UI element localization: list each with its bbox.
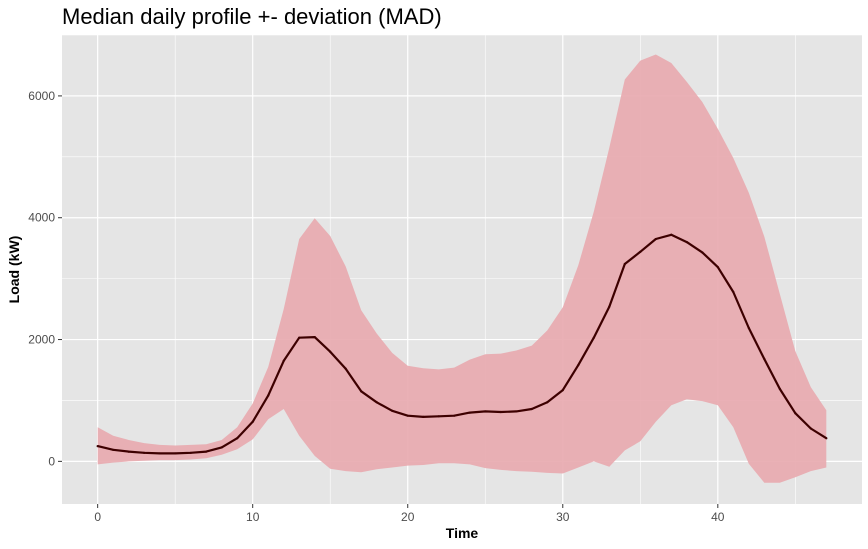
median-point <box>763 357 766 361</box>
y-tick-label: 0 <box>48 454 55 468</box>
median-point <box>329 350 332 353</box>
median-point <box>174 452 177 455</box>
median-point <box>143 451 146 454</box>
median-point <box>406 414 409 417</box>
median-point <box>236 437 239 440</box>
x-tick-label: 10 <box>246 510 260 524</box>
median-point <box>453 414 456 417</box>
median-point <box>313 336 316 339</box>
median-point <box>670 233 673 236</box>
median-point <box>344 367 347 370</box>
median-point <box>778 387 781 390</box>
y-tick-label: 2000 <box>28 333 55 347</box>
median-line <box>97 233 827 455</box>
median-point <box>639 250 642 253</box>
median-point <box>716 265 719 269</box>
median-point <box>468 411 471 414</box>
median-point <box>375 401 378 404</box>
median-point <box>794 412 797 415</box>
median-point <box>189 451 192 454</box>
median-point <box>561 389 564 392</box>
median-point <box>685 240 688 244</box>
median-point <box>732 290 735 294</box>
median-point <box>592 336 595 339</box>
median-point <box>825 437 828 440</box>
median-point <box>267 394 270 397</box>
median-point <box>391 409 394 412</box>
median-point <box>530 407 533 411</box>
median-point <box>127 450 130 453</box>
mad-deviation-band <box>97 54 827 483</box>
median-point <box>220 446 223 449</box>
y-axis-title: Load (kW) <box>6 236 22 304</box>
median-point <box>654 237 657 241</box>
median-point <box>809 427 812 430</box>
y-tick-label: 4000 <box>28 211 55 225</box>
chart-title: Median daily profile +- deviation (MAD) <box>62 4 442 29</box>
median-point <box>747 326 750 330</box>
median-point <box>251 420 254 423</box>
y-axis-ticks: 0 2000 4000 6000 <box>28 89 62 468</box>
y-tick-label: 6000 <box>28 89 55 103</box>
median-point <box>499 410 502 414</box>
median-point <box>623 262 626 266</box>
median-point <box>608 305 611 308</box>
median-point <box>546 401 549 404</box>
median-point <box>484 410 487 413</box>
x-axis-ticks: 0 10 20 30 40 <box>94 504 725 524</box>
median-point <box>158 452 161 455</box>
x-tick-label: 0 <box>94 510 101 524</box>
median-point <box>515 410 518 413</box>
x-tick-label: 20 <box>401 510 415 524</box>
median-point <box>298 336 301 339</box>
x-tick-label: 40 <box>711 510 725 524</box>
median-point <box>437 415 440 418</box>
median-point <box>577 364 580 367</box>
median-point <box>112 448 115 451</box>
median-point <box>96 445 99 448</box>
median-point <box>701 251 704 254</box>
x-tick-label: 30 <box>556 510 570 524</box>
median-point <box>282 359 285 362</box>
median-point <box>360 390 363 393</box>
median-point <box>422 415 425 418</box>
x-axis-title: Time <box>446 525 479 541</box>
median-point <box>205 450 208 453</box>
median-points <box>96 233 828 455</box>
